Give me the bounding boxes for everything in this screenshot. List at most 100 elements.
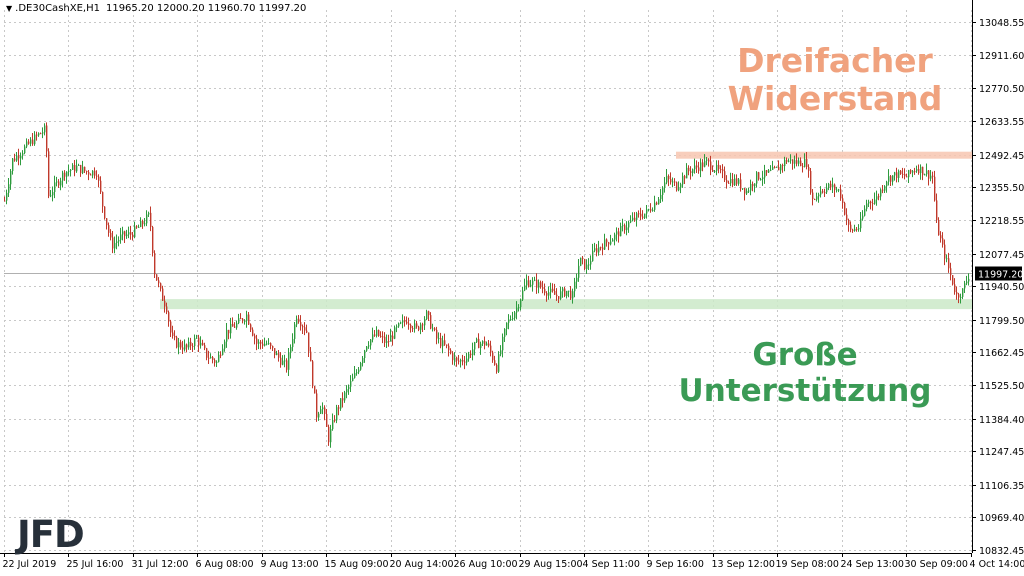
- candle-body: [304, 327, 306, 331]
- candle-body: [706, 159, 708, 161]
- candle-body: [618, 231, 620, 237]
- candle-body: [76, 165, 78, 172]
- candle-body: [896, 172, 898, 178]
- candle-body: [560, 291, 562, 299]
- candle-body: [814, 199, 816, 201]
- candle-body: [446, 344, 448, 346]
- candle-body: [686, 167, 688, 179]
- candle-body: [554, 290, 556, 295]
- candle-body: [628, 222, 630, 228]
- candle-body: [750, 183, 752, 191]
- candle-body: [232, 323, 234, 327]
- candle-body: [484, 340, 486, 346]
- x-tick-label: 25 Jul 16:00: [67, 559, 124, 570]
- candle-body: [902, 173, 904, 175]
- candle-body: [596, 248, 598, 253]
- candle-body: [272, 346, 274, 349]
- candle-body: [156, 274, 158, 281]
- candle-body: [68, 170, 70, 172]
- candle-body: [362, 358, 364, 364]
- candle-body: [264, 343, 266, 346]
- candle-body: [212, 357, 214, 360]
- candle-body: [644, 213, 646, 218]
- candle-body: [874, 199, 876, 204]
- candle-body: [616, 231, 618, 235]
- y-tick-label: 11662.45: [979, 348, 1024, 359]
- candle-body: [186, 344, 188, 348]
- candle-body: [278, 353, 280, 358]
- candle-body: [458, 360, 460, 362]
- candle-body: [342, 398, 344, 401]
- candle-body: [668, 175, 670, 180]
- candle-body: [754, 183, 756, 187]
- candle-body: [102, 192, 104, 207]
- candle-body: [22, 153, 24, 156]
- candle-body: [370, 339, 372, 346]
- candle-body: [786, 159, 788, 162]
- candle-body: [864, 208, 866, 216]
- candle-body: [214, 359, 216, 363]
- candle-body: [772, 166, 774, 170]
- candle-body: [752, 183, 754, 187]
- candle-body: [812, 192, 814, 200]
- candle-body: [612, 239, 614, 242]
- candle-body: [698, 167, 700, 171]
- candle-body: [658, 199, 660, 205]
- candle-body: [360, 363, 362, 370]
- candle-body: [496, 364, 498, 372]
- candle-body: [4, 200, 6, 202]
- candle-body: [722, 169, 724, 172]
- candle-body: [422, 324, 424, 326]
- candle-body: [532, 280, 534, 285]
- y-tick-label: 11799.50: [979, 316, 1024, 327]
- candle-body: [72, 164, 74, 170]
- candle-body: [376, 329, 378, 336]
- candle-body: [250, 324, 252, 330]
- candle-body: [322, 407, 324, 410]
- candle-body: [886, 181, 888, 187]
- candle-body: [256, 338, 258, 344]
- candle-body: [672, 181, 674, 183]
- candle-body: [734, 178, 736, 186]
- candle-body: [240, 318, 242, 320]
- candle-body: [378, 329, 380, 336]
- candle-body: [598, 247, 600, 253]
- candle-body: [56, 181, 58, 183]
- candle-body: [478, 338, 480, 349]
- candle-body: [810, 171, 812, 193]
- candle-body: [338, 407, 340, 409]
- candle-body: [372, 334, 374, 340]
- candle-body: [768, 170, 770, 173]
- candle-body: [682, 176, 684, 185]
- candle-body: [306, 330, 308, 333]
- candle-body: [320, 409, 322, 414]
- candle-body: [172, 332, 174, 336]
- candle-body: [570, 290, 572, 299]
- candle-body: [870, 201, 872, 204]
- candle-body: [110, 232, 112, 238]
- candle-body: [770, 169, 772, 171]
- candle-body: [774, 166, 776, 168]
- candle-body: [366, 346, 368, 351]
- candle-body: [140, 220, 142, 227]
- candle-body: [234, 326, 236, 328]
- candle-body: [382, 336, 384, 338]
- candle-body: [892, 175, 894, 182]
- candle-body: [392, 335, 394, 339]
- candle-body: [908, 170, 910, 178]
- symbol-dropdown-icon[interactable]: ▼: [6, 4, 13, 13]
- candle-body: [192, 345, 194, 347]
- candle-body: [200, 342, 202, 346]
- candle-body: [744, 188, 746, 194]
- candle-body: [262, 343, 264, 346]
- candle-body: [108, 225, 110, 233]
- candle-body: [882, 189, 884, 191]
- candle-body: [932, 175, 934, 177]
- candle-body: [194, 338, 196, 347]
- candle-body: [858, 228, 860, 230]
- candle-body: [850, 224, 852, 230]
- candle-body: [760, 179, 762, 181]
- candle-body: [640, 213, 642, 217]
- candle-body: [226, 329, 228, 342]
